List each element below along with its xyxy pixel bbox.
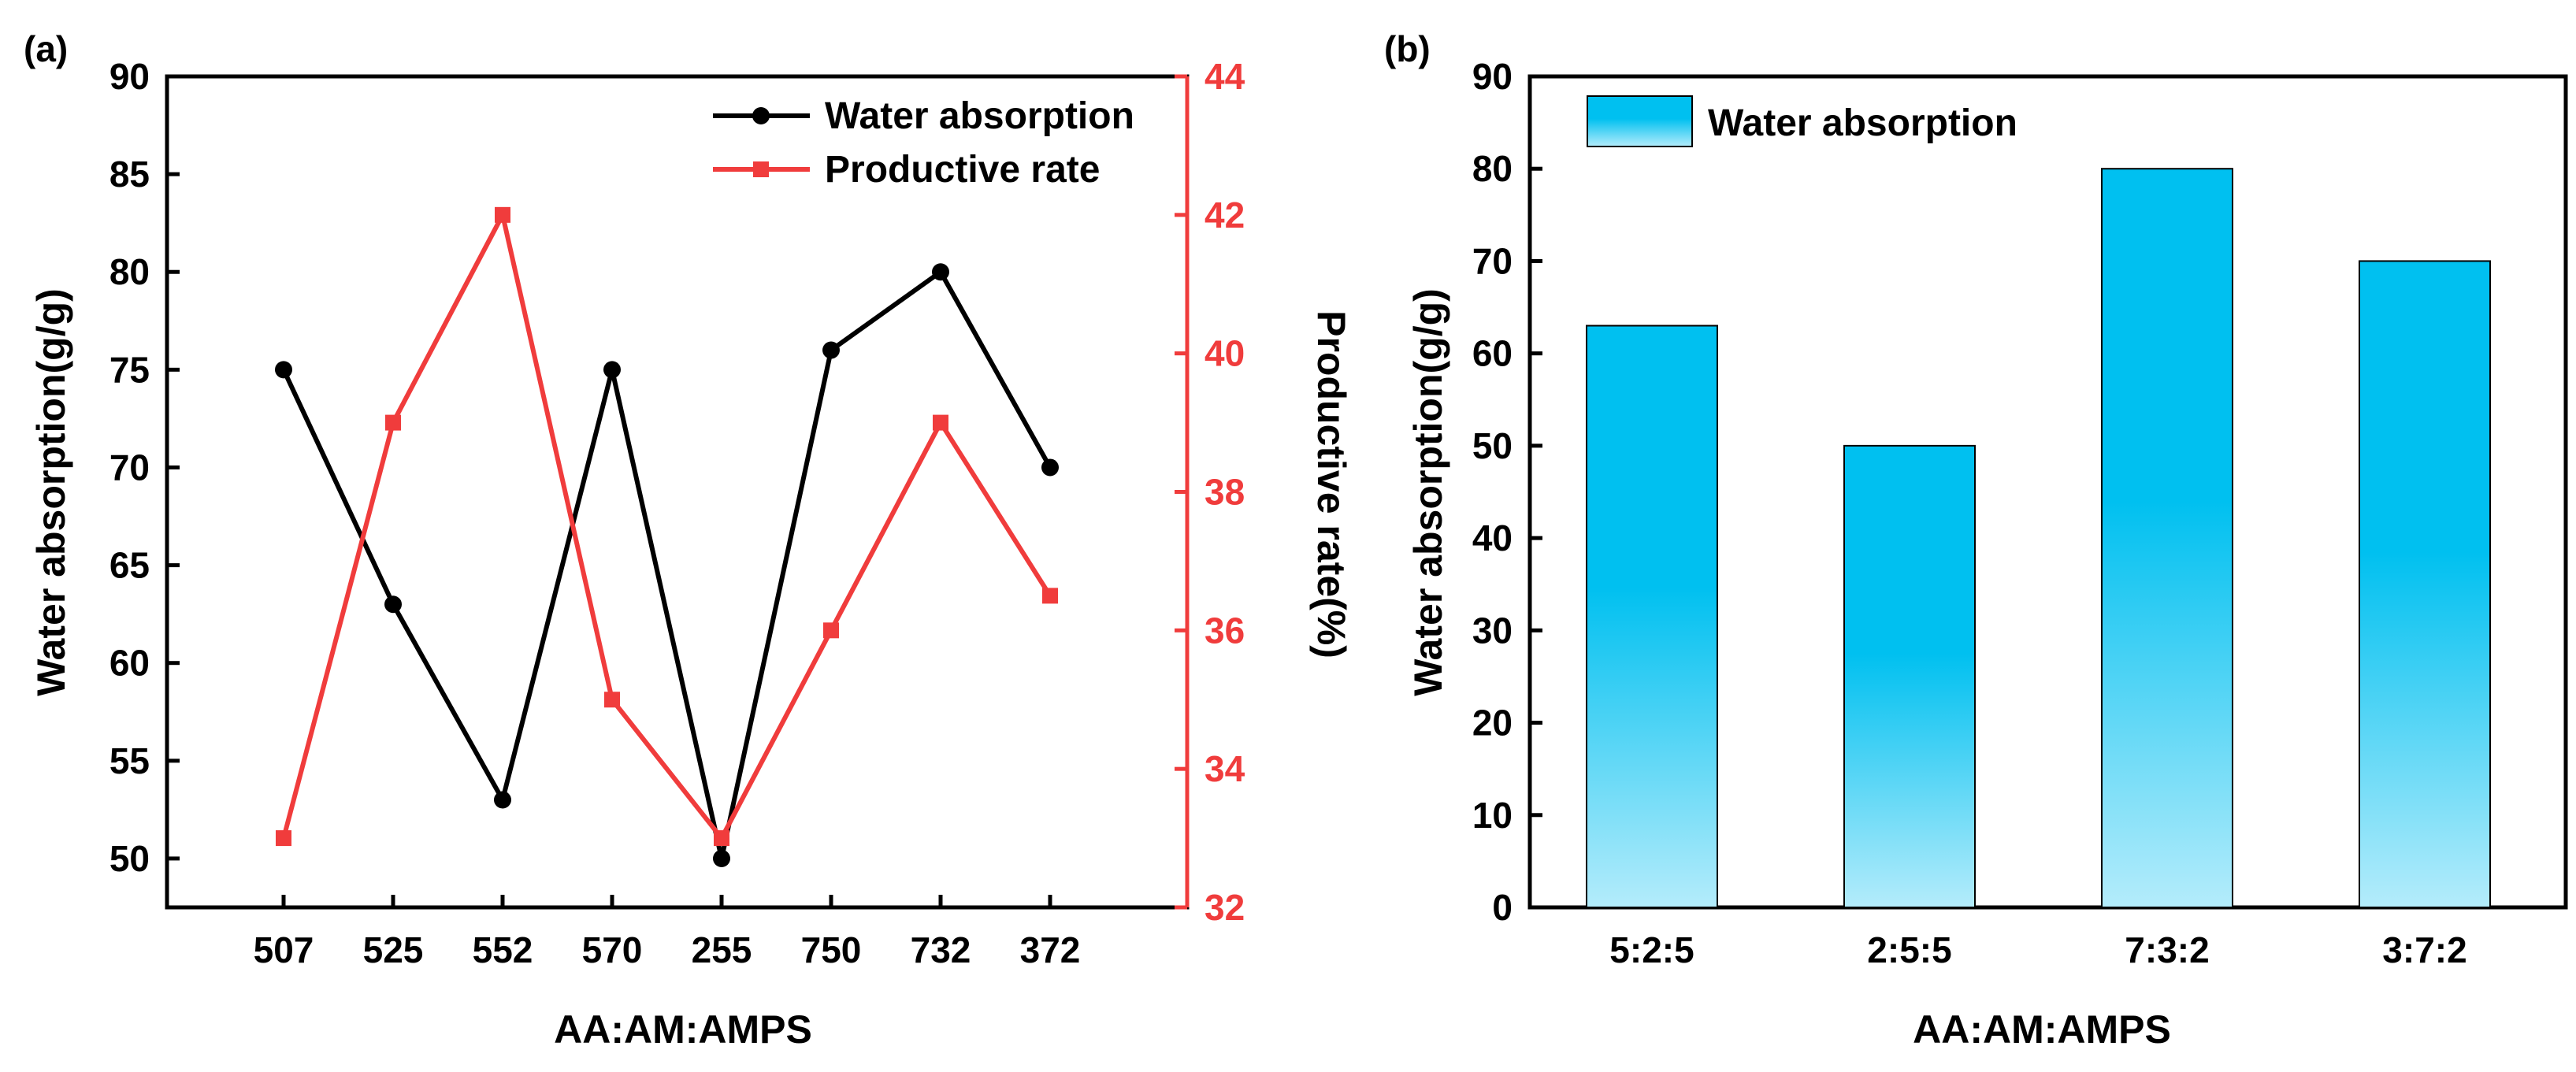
- y-tick-label: 60: [1472, 333, 1513, 374]
- legend-label-bar: Water absorption: [1708, 102, 2017, 144]
- legend-swatch-bar: [1587, 95, 1693, 147]
- legend-b: Water absorption: [1587, 95, 2017, 147]
- x-tick-label: 372: [1020, 929, 1081, 970]
- left-tick-label: 55: [109, 740, 150, 781]
- x-tick-label: 7:3:2: [2125, 929, 2209, 970]
- series-line-productive-rate: [281, 212, 1052, 841]
- left-tick-label: 70: [109, 447, 150, 488]
- point-water-absorption: [384, 595, 402, 614]
- x-tick-label: 552: [473, 929, 533, 970]
- x-axis-ticks-a: 507 525 552 570 255 750 732 372: [254, 895, 1081, 970]
- right-tick-label: 44: [1204, 56, 1245, 97]
- right-tick-label: 32: [1204, 887, 1245, 928]
- point-water-absorption: [275, 361, 292, 379]
- point-productive-rate: [385, 414, 401, 431]
- left-axis-ticks-a: 50 55 60 65 70 75 80 85 90: [109, 56, 180, 879]
- x-axis-ticks-b: 5:2:5 2:5:5 7:3:2 3:7:2: [1609, 895, 2467, 970]
- series-group-a: [275, 206, 1059, 867]
- y-axis-title-right-a: Productive rate(%): [1309, 310, 1353, 658]
- left-tick-label: 60: [109, 643, 150, 684]
- x-tick-label: 3:7:2: [2382, 929, 2467, 970]
- point-water-absorption: [713, 849, 730, 867]
- bars-group-b: [1586, 168, 2491, 908]
- point-productive-rate: [604, 692, 620, 708]
- point-productive-rate: [823, 622, 839, 639]
- x-tick-label: 507: [254, 929, 314, 970]
- x-axis-title-b: AA:AM:AMPS: [1913, 1007, 2171, 1052]
- y-tick-label: 30: [1472, 610, 1513, 651]
- right-tick-label: 38: [1204, 472, 1245, 513]
- left-tick-label: 85: [109, 154, 150, 195]
- panel-label-b: (b): [1384, 28, 1431, 69]
- chart-a: (a) 50 55 60 65 70 75 80 85 90 32 34 36 38 40 42 44 50…: [24, 28, 1353, 1052]
- point-productive-rate: [933, 414, 948, 431]
- point-water-absorption: [494, 791, 511, 809]
- left-tick-label: 90: [109, 56, 150, 97]
- point-water-absorption: [603, 361, 621, 379]
- y-tick-label: 20: [1472, 703, 1513, 744]
- legend-a: Water absorption Productive rate: [713, 95, 1134, 191]
- left-tick-label: 80: [109, 251, 150, 292]
- y-axis-title-left-a: Water absorption(g/g): [29, 288, 73, 696]
- x-tick-label: 750: [801, 929, 862, 970]
- point-water-absorption: [822, 341, 840, 359]
- bar-7:3:2: [2101, 168, 2233, 908]
- y-tick-label: 80: [1472, 148, 1513, 189]
- legend-label-productive-rate: Productive rate: [825, 149, 1100, 191]
- right-tick-label: 36: [1204, 610, 1245, 651]
- chart-b: (b) 0 10 20 30 40 50 60 70 80 90 5:2:5 2:5:5 7:3:2 3…: [1384, 28, 2568, 1052]
- plot-frame-b: [1527, 74, 2568, 910]
- x-axis-title-a: AA:AM:AMPS: [554, 1007, 812, 1052]
- point-water-absorption: [932, 263, 949, 281]
- right-tick-label: 34: [1204, 748, 1245, 789]
- y-axis-ticks-b: 0 10 20 30 40 50 60 70 80 90: [1472, 56, 1542, 928]
- left-tick-label: 65: [109, 545, 150, 586]
- x-tick-label: 5:2:5: [1609, 929, 1694, 970]
- y-tick-label: 40: [1472, 517, 1513, 558]
- legend-marker-water-absorption: [752, 107, 770, 124]
- panel-label-a: (a): [24, 28, 68, 69]
- bar-2:5:5: [1843, 444, 1976, 908]
- x-tick-label: 732: [911, 929, 971, 970]
- series-line-water-absorption: [281, 269, 1052, 861]
- bar-3:7:2: [2359, 260, 2491, 908]
- point-productive-rate: [1042, 588, 1058, 604]
- right-tick-label: 42: [1204, 195, 1245, 236]
- legend-label-water-absorption: Water absorption: [825, 95, 1134, 137]
- x-tick-label: 255: [692, 929, 752, 970]
- right-tick-label: 40: [1204, 333, 1245, 374]
- left-tick-label: 50: [109, 838, 150, 879]
- point-water-absorption: [1041, 458, 1059, 477]
- left-tick-label: 75: [109, 349, 150, 390]
- y-tick-label: 70: [1472, 240, 1513, 281]
- y-tick-label: 50: [1472, 425, 1513, 466]
- point-productive-rate: [276, 830, 291, 847]
- x-tick-label: 525: [363, 929, 424, 970]
- right-axis-ticks-a: 32 34 36 38 40 42 44: [1175, 56, 1245, 928]
- point-productive-rate: [495, 206, 510, 223]
- point-productive-rate: [714, 830, 729, 847]
- legend-marker-productive-rate: [753, 161, 769, 177]
- y-tick-label: 90: [1472, 56, 1513, 97]
- bar-5:2:5: [1586, 325, 1718, 908]
- y-tick-label: 0: [1492, 887, 1513, 928]
- y-tick-label: 10: [1472, 795, 1513, 836]
- x-tick-label: 2:5:5: [1867, 929, 1951, 970]
- y-axis-title-b: Water absorption(g/g): [1406, 288, 1450, 696]
- x-tick-label: 570: [582, 929, 643, 970]
